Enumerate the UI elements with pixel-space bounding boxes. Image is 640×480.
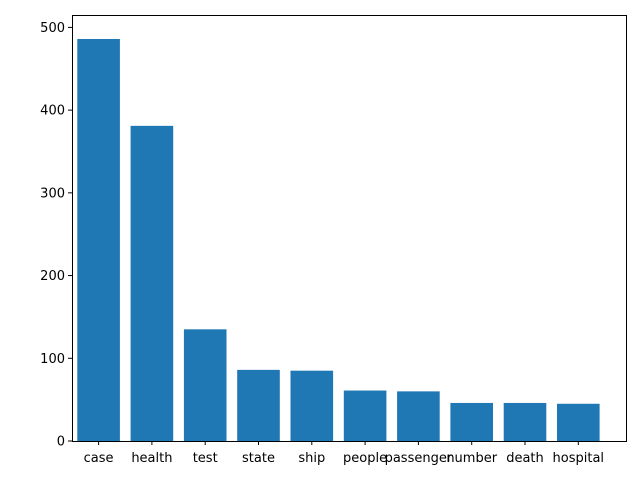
x-tick-label: test xyxy=(193,451,218,466)
y-tick-label: 500 xyxy=(40,21,65,36)
x-tick-label: hospital xyxy=(553,451,605,466)
x-tick-label: ship xyxy=(298,451,325,466)
bar-hospital xyxy=(557,403,600,441)
bar-people xyxy=(343,390,387,441)
plot-area-frame xyxy=(72,15,627,442)
x-tick-label: case xyxy=(84,451,114,466)
y-tick-label: 200 xyxy=(40,269,65,284)
bar-ship xyxy=(290,370,334,441)
bar-health xyxy=(130,125,174,441)
x-tick-label: state xyxy=(242,451,275,466)
y-axis-ticks: 0 100 200 300 400 500 xyxy=(40,21,72,450)
x-tick-label: people xyxy=(343,451,387,466)
y-tick-label: 300 xyxy=(40,186,65,201)
bar-death xyxy=(503,402,547,441)
x-tick-label: number xyxy=(446,451,497,466)
x-tick-label: health xyxy=(131,451,172,466)
bar-case xyxy=(77,38,120,442)
bars-group xyxy=(77,38,600,442)
bar-state xyxy=(237,369,280,441)
y-tick-label: 400 xyxy=(40,104,65,119)
bar-number xyxy=(450,402,493,441)
x-axis-ticks: case health test state ship peoplepassengernu… xyxy=(84,441,604,466)
bar-test xyxy=(183,329,227,441)
x-tick-label: passenger xyxy=(385,451,453,466)
x-tick-label: death xyxy=(506,451,544,466)
bar-passenger xyxy=(397,391,440,441)
y-tick-label: 100 xyxy=(40,352,65,367)
y-tick-label: 0 xyxy=(57,435,65,450)
